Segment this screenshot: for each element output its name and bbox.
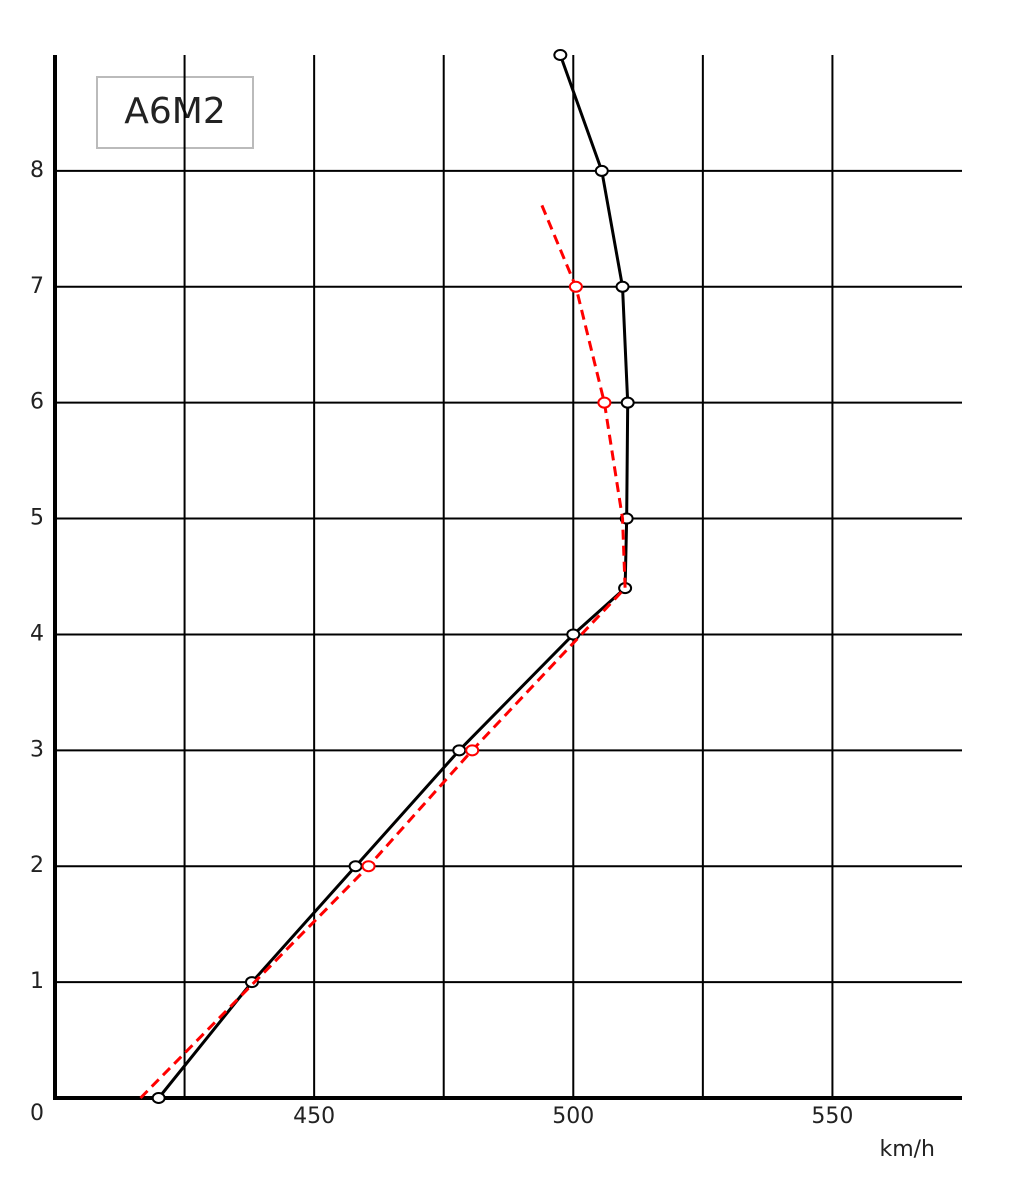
y-tick-label: 4 (30, 621, 44, 646)
x-tick-label: 550 (811, 1104, 853, 1129)
y-tick-label: 5 (30, 506, 44, 531)
series-line (157, 54, 630, 1099)
point-marker (348, 860, 363, 873)
point-marker (553, 49, 568, 61)
y-tick-label: 2 (30, 853, 44, 878)
y-tick-label: 3 (30, 737, 44, 762)
point-marker (615, 280, 630, 293)
x-tick-label: 500 (552, 1104, 594, 1129)
y-tick-label: 0 (30, 1101, 44, 1126)
x-axis-label: km/h (879, 1137, 935, 1162)
point-marker (594, 164, 609, 177)
point-marker (566, 628, 581, 641)
point-marker (568, 280, 583, 293)
y-tick-label: 7 (30, 274, 44, 299)
chart-title: A6M2 (124, 91, 226, 132)
point-marker (452, 744, 467, 757)
series-line (139, 199, 627, 1100)
y-tick-label: 1 (30, 969, 44, 994)
x-tick-label: 450 (293, 1104, 335, 1129)
y-tick-label: 8 (30, 158, 44, 183)
point-marker (597, 396, 612, 409)
point-marker (465, 744, 480, 757)
y-tick-label: 6 (30, 390, 44, 415)
title-box (96, 76, 254, 149)
point-marker (361, 860, 376, 873)
point-marker (151, 1092, 166, 1104)
point-marker (620, 396, 635, 409)
